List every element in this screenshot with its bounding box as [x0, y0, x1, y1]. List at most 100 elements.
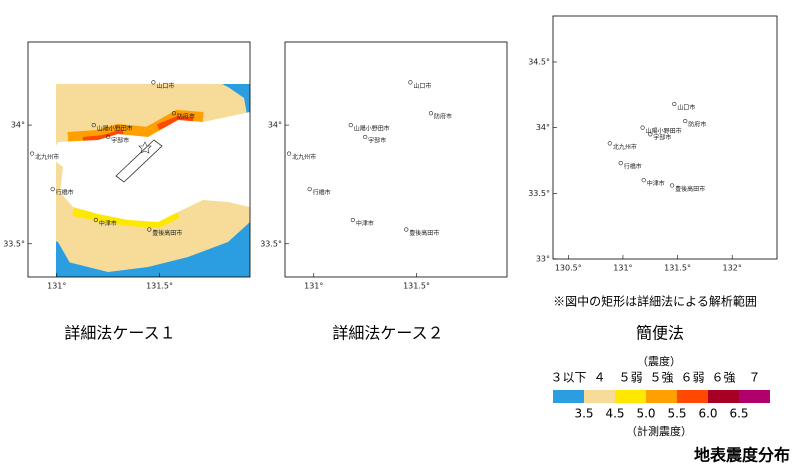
city-label: 北九州市 — [613, 143, 637, 151]
city-label: 宇部市 — [111, 136, 129, 144]
x-tick-label: 131.5° — [664, 264, 691, 273]
legend-swatch — [677, 390, 708, 403]
map-frame — [27, 41, 251, 278]
legend-threshold: 3.5 — [574, 407, 593, 421]
city-marker — [404, 227, 409, 232]
legend-threshold: 5.5 — [667, 407, 686, 421]
y-tick-label: 34° — [536, 123, 550, 132]
city-label: 山口市 — [156, 82, 174, 90]
city-marker — [151, 80, 156, 85]
legend-class-label: ５弱 — [618, 371, 642, 385]
city-marker — [618, 161, 623, 166]
city-label: 防府市 — [177, 113, 195, 121]
y-tick-label: 33.5° — [260, 239, 282, 248]
y-tick-label: 34.5° — [528, 57, 550, 66]
city-marker — [93, 217, 98, 223]
x-tick-label: 131° — [613, 264, 632, 273]
city-marker — [50, 187, 55, 192]
y-tick-label: 33.5° — [528, 189, 550, 198]
city-label: 山口市 — [413, 82, 431, 90]
x-tick-label: 131.5° — [403, 282, 430, 291]
map-art — [28, 42, 250, 277]
city-marker — [683, 118, 688, 124]
legend-class-label: ３以下 — [550, 371, 586, 385]
city-marker — [307, 187, 312, 192]
legend-swatch — [708, 390, 739, 403]
city-marker — [287, 151, 292, 156]
city-label: 豊後高田市 — [409, 229, 439, 237]
city-label: 北九州市 — [292, 153, 316, 161]
note: ※図中の矩形は詳細法による解析範囲 — [553, 294, 757, 309]
city-marker — [672, 101, 677, 107]
city-label: 中津市 — [99, 220, 117, 228]
city-label: 北九州市 — [35, 153, 59, 161]
legend-swatch — [615, 390, 646, 403]
x-tick-label: 131° — [47, 282, 66, 291]
legend-class-label: ７ — [748, 371, 760, 385]
legend-class-label: ５強 — [649, 371, 673, 385]
city-label: 中津市 — [647, 180, 665, 188]
legend: ３以下 ４ ５弱 ５強 ６弱 ６強 ７ 3.5 4.5 5.0 5.5 6.0 6.5 — [550, 371, 770, 421]
city-marker — [348, 122, 353, 128]
city-label: 山口市 — [677, 104, 695, 112]
legend-title: （震度） — [637, 354, 681, 368]
panel-caption: 詳細法ケース１ — [64, 324, 175, 343]
city-label: 山陽小野田市 — [646, 127, 682, 135]
legend-class-label: ６強 — [711, 371, 735, 385]
city-label: 中津市 — [356, 220, 374, 228]
legend-threshold: 5.0 — [636, 407, 655, 421]
city-label: 山陽小野田市 — [97, 125, 133, 133]
city-marker — [607, 141, 612, 146]
figure-title: 地表震度分布 — [694, 446, 790, 465]
y-tick-label: 33° — [536, 255, 550, 264]
city-label: 豊後高田市 — [675, 185, 705, 193]
city-label: 行橋市 — [313, 189, 331, 197]
x-tick-label: 131.5° — [146, 282, 173, 291]
city-marker — [147, 227, 152, 232]
legend-class-label: ４ — [593, 371, 605, 385]
legend-class-label: ６弱 — [680, 371, 704, 385]
y-tick-label: 33.5° — [3, 239, 25, 248]
x-tick-label: 132° — [723, 264, 742, 273]
city-label: 宇部市 — [368, 136, 386, 144]
city-label: 宇部市 — [653, 134, 671, 142]
legend-swatch — [553, 390, 584, 403]
city-label: 防府市 — [688, 121, 706, 129]
city-marker — [106, 134, 111, 140]
city-marker — [30, 151, 35, 156]
city-label: 防府市 — [434, 113, 452, 121]
city-marker — [648, 132, 653, 137]
legend-threshold: 6.5 — [729, 407, 748, 421]
city-label: 行橋市 — [624, 163, 642, 171]
legend-swatch — [739, 390, 770, 403]
legend-swatch — [584, 390, 615, 403]
map-art — [285, 42, 507, 277]
city-marker — [350, 217, 355, 223]
map-panel: 130.5° 131° 131.5° 132° 34.5° 34° 33.5° 33° 山口市山… — [528, 15, 778, 343]
city-marker — [641, 178, 646, 183]
map-frame — [284, 41, 508, 278]
city-marker — [91, 122, 96, 128]
legend-swatch — [646, 390, 677, 403]
y-tick-label: 34° — [268, 121, 282, 130]
city-marker — [670, 183, 675, 188]
city-marker — [408, 80, 413, 85]
legend-subtitle: （計測震度） — [626, 424, 692, 438]
city-marker — [363, 134, 368, 140]
city-marker — [428, 111, 434, 116]
city-label: 山陽小野田市 — [354, 125, 390, 133]
panel-caption: 詳細法ケース２ — [332, 324, 443, 343]
city-marker — [171, 111, 177, 116]
panel-caption: 簡便法 — [636, 324, 684, 343]
city-label: 行橋市 — [56, 189, 74, 197]
city-marker — [640, 125, 645, 130]
x-tick-label: 131° — [304, 282, 323, 291]
y-tick-label: 34° — [11, 121, 25, 130]
map-frame — [552, 15, 778, 260]
x-tick-label: 130.5° — [555, 264, 582, 273]
legend-threshold: 4.5 — [605, 407, 624, 421]
